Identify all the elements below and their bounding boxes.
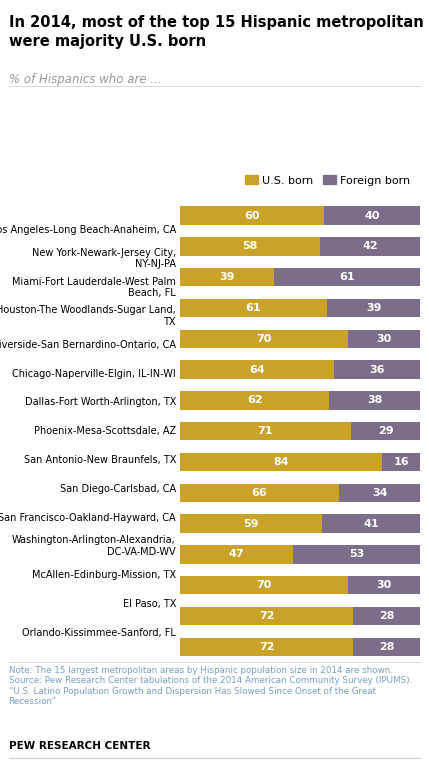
Bar [180, 514, 322, 533]
Text: Dallas-Fort Worth-Arlington, TX: Dallas-Fort Worth-Arlington, TX [24, 397, 176, 407]
Text: McAllen-Edinburg-Mission, TX: McAllen-Edinburg-Mission, TX [32, 570, 176, 580]
Text: 16: 16 [393, 457, 409, 467]
Text: 60: 60 [245, 211, 260, 220]
Bar [324, 206, 420, 225]
Text: San Diego-Carlsbad, CA: San Diego-Carlsbad, CA [60, 484, 176, 494]
Bar [180, 453, 382, 471]
Text: PEW RESEARCH CENTER: PEW RESEARCH CENTER [9, 741, 150, 751]
Text: 28: 28 [379, 642, 395, 651]
Text: 71: 71 [258, 427, 273, 436]
Text: 72: 72 [259, 642, 275, 651]
Text: Miami-Fort Lauderdale-West Palm
Beach, FL: Miami-Fort Lauderdale-West Palm Beach, F… [12, 276, 176, 298]
Text: El Paso, TX: El Paso, TX [123, 599, 176, 609]
Bar [180, 422, 351, 440]
Text: 34: 34 [372, 488, 387, 497]
Bar [339, 484, 420, 502]
Bar [180, 638, 353, 656]
Text: 72: 72 [259, 611, 275, 621]
Text: Washington-Arlington-Alexandria,
DC-VA-MD-WV: Washington-Arlington-Alexandria, DC-VA-M… [12, 535, 176, 557]
Text: In 2014, most of the top 15 Hispanic metropolitan areas
were majority U.S. born: In 2014, most of the top 15 Hispanic met… [9, 15, 429, 49]
Bar [293, 545, 420, 564]
Text: 66: 66 [251, 488, 267, 497]
Bar [180, 607, 353, 625]
Bar [320, 237, 420, 256]
Text: 64: 64 [249, 365, 265, 374]
Bar [322, 514, 420, 533]
Text: 61: 61 [339, 273, 355, 282]
Text: % of Hispanics who are ...: % of Hispanics who are ... [9, 73, 161, 86]
Bar [348, 576, 420, 594]
Bar [180, 237, 320, 256]
Bar [334, 360, 420, 379]
Text: 28: 28 [379, 611, 395, 621]
Bar [180, 484, 339, 502]
Bar [329, 391, 420, 410]
Text: 70: 70 [257, 334, 272, 343]
Text: 29: 29 [378, 427, 393, 436]
Bar [180, 268, 274, 286]
Text: 58: 58 [242, 242, 257, 251]
Text: San Francisco-Oakland-Hayward, CA: San Francisco-Oakland-Hayward, CA [0, 513, 176, 523]
Bar [180, 391, 329, 410]
Bar [353, 638, 420, 656]
Text: Note: The 15 largest metropolitan areas by Hispanic population size in 2014 are : Note: The 15 largest metropolitan areas … [9, 666, 412, 706]
Text: 59: 59 [243, 519, 259, 528]
Bar [180, 545, 293, 564]
Bar [180, 360, 334, 379]
Text: New York-Newark-Jersey City,
NY-NJ-PA: New York-Newark-Jersey City, NY-NJ-PA [32, 248, 176, 270]
Text: 30: 30 [377, 581, 392, 590]
Text: 42: 42 [362, 242, 378, 251]
Text: San Antonio-New Braunfels, TX: San Antonio-New Braunfels, TX [24, 455, 176, 465]
Text: Chicago-Naperville-Elgin, IL-IN-WI: Chicago-Naperville-Elgin, IL-IN-WI [12, 369, 176, 379]
Text: 47: 47 [229, 550, 245, 559]
Bar [180, 330, 348, 348]
Text: Houston-The Woodlands-Sugar Land,
TX: Houston-The Woodlands-Sugar Land, TX [0, 306, 176, 327]
Text: 41: 41 [363, 519, 379, 528]
Text: 36: 36 [369, 365, 385, 374]
Bar [382, 453, 420, 471]
Bar [180, 206, 324, 225]
Text: Los Angeles-Long Beach-Anaheim, CA: Los Angeles-Long Beach-Anaheim, CA [0, 225, 176, 235]
Text: 40: 40 [365, 211, 380, 220]
Text: 53: 53 [349, 550, 364, 559]
Text: 38: 38 [367, 396, 383, 405]
Text: Phoenix-Mesa-Scottsdale, AZ: Phoenix-Mesa-Scottsdale, AZ [34, 427, 176, 436]
Text: 39: 39 [219, 273, 235, 282]
Bar [180, 299, 327, 317]
Text: 70: 70 [257, 581, 272, 590]
Text: 30: 30 [377, 334, 392, 343]
Bar [351, 422, 420, 440]
Text: Orlando-Kissimmee-Sanford, FL: Orlando-Kissimmee-Sanford, FL [22, 628, 176, 638]
Legend: U.S. born, Foreign born: U.S. born, Foreign born [240, 171, 415, 190]
Bar [274, 268, 420, 286]
Text: 84: 84 [273, 457, 289, 467]
Bar [327, 299, 420, 317]
Bar [348, 330, 420, 348]
Bar [353, 607, 420, 625]
Text: 62: 62 [247, 396, 263, 405]
Text: 61: 61 [246, 303, 261, 313]
Text: 39: 39 [366, 303, 381, 313]
Bar [180, 576, 348, 594]
Text: Riverside-San Bernardino-Ontario, CA: Riverside-San Bernardino-Ontario, CA [0, 340, 176, 350]
